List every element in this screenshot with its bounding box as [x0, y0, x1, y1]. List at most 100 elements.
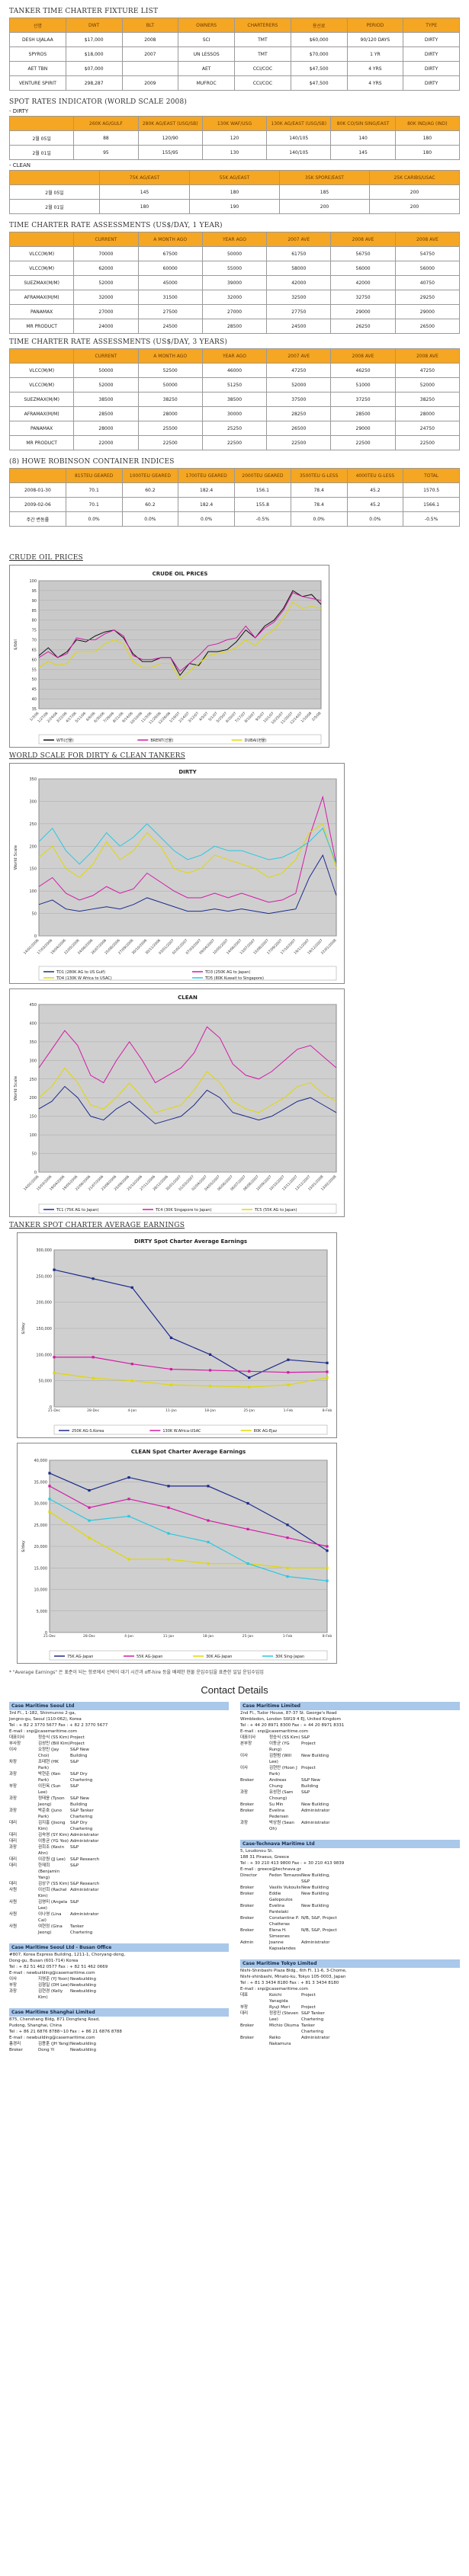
- contact-person-field: Broker: [240, 1809, 254, 1813]
- contact-person-field: [107, 1838, 229, 1844]
- table-cell: 0.0%: [121, 511, 179, 527]
- contact-person-field: Tanker Chartering: [301, 2023, 324, 2034]
- contact-person-field: S&P: [70, 1760, 79, 1764]
- data-point: [326, 1566, 329, 1569]
- series-line: [49, 1498, 328, 1581]
- x-tick-label: 25-Jan: [243, 1408, 255, 1413]
- contact-person-field: [107, 1832, 229, 1838]
- table-cell: AET: [178, 61, 235, 76]
- series-line: [54, 1357, 328, 1373]
- contact-person-row: 사원 김영미 (Angela Lee) S&P: [9, 1899, 229, 1911]
- contact-person-field: 과장: [9, 1845, 18, 1850]
- table-header-cell: 1000TEU GEARED: [121, 468, 179, 483]
- y-tick-label: 50: [32, 912, 37, 917]
- contact-person-field: 본부장: [240, 1741, 252, 1746]
- tc3-title: TIME CHARTER RATE ASSESSMENTS (US$/DAY, …: [9, 338, 228, 346]
- table-header-cell: [8, 116, 75, 131]
- legend-label: TC4 (30K Singapore to Japan): [155, 1208, 212, 1213]
- y-tick-label: 15,000: [34, 1566, 48, 1571]
- table-cell: 0.0%: [346, 511, 404, 527]
- table-cell: 52000: [73, 275, 139, 290]
- data-point: [130, 1286, 133, 1290]
- data-point: [88, 1536, 91, 1540]
- legend-label: 75K AG-Japan: [67, 1655, 93, 1659]
- y-tick-label: 400: [29, 1021, 37, 1026]
- contact-person-row: 부장 김형일 (DH Lee) Newbuilding: [9, 1982, 229, 1988]
- report-page: TANKER TIME CHARTER FIXTURE LIST 선명 DWT BL…: [8, 8, 461, 2052]
- y-tick-label: 0: [34, 934, 37, 939]
- contact-person-field: 대리: [9, 1863, 18, 1868]
- data-point: [246, 1501, 249, 1505]
- office-address-line: E-mail : greece@technava.gr: [240, 1867, 301, 1872]
- table-row: VLCC(M/M) 62000 60000 55000 58000 56000 56000: [8, 261, 461, 276]
- contact-person-field: [338, 1765, 460, 1777]
- table-cell: 25500: [137, 421, 203, 436]
- table-header-cell: 2008 AVE: [394, 348, 461, 364]
- office-address-line: Wimbledon, London SW19 4 EJ, United King…: [240, 1717, 342, 1722]
- table-header-cell: 55K AG/EAST: [189, 170, 280, 185]
- contact-person-field: [107, 1844, 229, 1857]
- contact-person-field: 이진옥 (Sun Lee): [38, 1784, 61, 1795]
- table-header-cell: 815TEU GEARED: [65, 468, 123, 483]
- contact-person-row: 총경리 김용훈 (JH Yang) Newbuilding: [9, 2041, 229, 2047]
- table-cell: UN LESSOS: [178, 46, 235, 62]
- table-cell: 67500: [137, 246, 203, 261]
- contact-office: Case Maritime Seoul Ltd 3rd Fl., 1-182, S…: [9, 1702, 229, 1936]
- contact-office: Case Maritime Limited 2nd Fl., Tudor Hous…: [240, 1702, 460, 1832]
- table-header-cell: CURRENT: [73, 232, 139, 247]
- table-cell: 185: [279, 184, 370, 200]
- contact-person-field: [338, 1940, 460, 1952]
- table-cell: 120: [201, 130, 268, 146]
- contact-person-field: Vasilis Vukoulis: [269, 1886, 301, 1890]
- contact-person-field: [107, 1771, 229, 1783]
- table-cell: 31500: [137, 290, 203, 305]
- office-address-line: Pudong, Shanghai, China: [9, 2023, 62, 2028]
- table-cell: 22500: [394, 435, 461, 450]
- contact-person-field: Administrator: [70, 1833, 99, 1837]
- earn-clean-chart: CLEAN Spot Charter Average Earnings 0 5,00…: [21, 1449, 332, 1661]
- contact-person-field: 김용훈 (JH Yang): [38, 2042, 70, 2046]
- table-cell: 61750: [266, 246, 332, 261]
- legend-label: 30K AG-Japan: [206, 1655, 232, 1659]
- table-row: PANAMAX 28000 25500 25250 26500 29000 24750: [8, 421, 461, 436]
- table-cell: 24000: [73, 319, 139, 334]
- table-cell: 26250: [330, 319, 396, 334]
- contact-person-field: [107, 1988, 229, 2001]
- table-header-cell: TOTAL: [403, 468, 460, 483]
- table-row: 2월 05일 88 120/90 120 140/105 140 180: [8, 130, 461, 146]
- y-tick-label: 30,000: [34, 1502, 48, 1507]
- table-cell: 27500: [137, 304, 203, 319]
- table-row: MR PRODUCT 22000 22500 22500 22500 22500 22500: [8, 435, 461, 450]
- data-point: [92, 1356, 95, 1359]
- series-line: [53, 1269, 328, 1379]
- y-tick-label: 80: [32, 619, 37, 623]
- table-header-cell: 260K AG/GULF: [73, 116, 139, 131]
- x-tick-label: 4-Jan: [127, 1408, 137, 1413]
- data-point: [287, 1383, 290, 1386]
- table-cell: 155.8: [234, 497, 291, 512]
- contact-person-field: Broker: [240, 1904, 254, 1908]
- contact-person-field: 김상구 (SS Kim): [38, 1882, 69, 1886]
- table-cell: SUEZMAX(M/M): [8, 275, 75, 290]
- contact-person-field: [338, 1802, 460, 1808]
- contact-person-row: 이사 오정민 (Jay Choi) S&P New Building: [9, 1747, 229, 1759]
- ws-clean-chart-box: CLEAN 0 50 100 150 200 250 300 350 400 450 World Sc…: [9, 988, 345, 1217]
- contact-person-row: 대표이사 정승식 (SS Kim) S&P: [240, 1735, 460, 1741]
- data-point: [326, 1376, 329, 1379]
- table-header-cell: 35K SPORE/EAST: [279, 170, 370, 185]
- y-tick-label: 250: [29, 1078, 37, 1082]
- office-address-line: #807, Korea Express Building, 1211-1, Ch…: [9, 1953, 126, 1957]
- table-cell: 0.0%: [65, 511, 123, 527]
- earn-dirty-chart-box: DIRTY Spot Charter Average Earnings 0 50,0…: [17, 1232, 337, 1438]
- x-tick-label: 3/12/07: [188, 711, 201, 724]
- table-row: VLCC(M/M) 52000 50000 51250 52000 51000 52000: [8, 377, 461, 392]
- table-header-cell: 용선료: [290, 18, 348, 33]
- legend-box: [38, 1203, 337, 1214]
- table-cell: 29000: [394, 304, 461, 319]
- data-point: [207, 1562, 210, 1565]
- x-tick-label: 18-Jan: [203, 1634, 214, 1639]
- data-point: [246, 1527, 249, 1530]
- table-cell: 70.1: [65, 482, 123, 498]
- contact-person-field: Broker: [240, 2036, 254, 2040]
- contact-person-field: [338, 1808, 460, 1820]
